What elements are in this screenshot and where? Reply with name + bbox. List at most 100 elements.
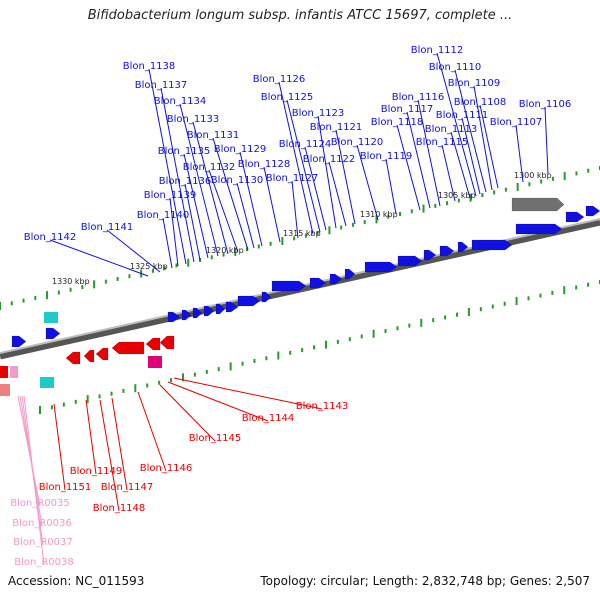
gene-label-upper: Blon_1141 — [81, 222, 134, 233]
lower-ruler-tick — [39, 406, 41, 414]
leader-line — [454, 69, 487, 193]
leader-line — [291, 180, 299, 239]
gene-label-lower: Blon_1146 — [140, 463, 193, 474]
scale-label: 1300 kbp — [514, 171, 552, 180]
lower-ruler-tick — [253, 358, 256, 363]
lower-ruler-tick — [408, 323, 411, 328]
gene-label-upper: Blon_1116 — [392, 92, 445, 103]
gene-label-upper: Blon_1119 — [360, 151, 413, 162]
leader-line — [99, 399, 120, 512]
gene-label-upper: Blon_1134 — [154, 96, 207, 107]
lower-ruler-tick — [372, 329, 375, 338]
reverse-gene-arrow — [145, 337, 161, 351]
upper-ruler-tick — [163, 266, 166, 271]
upper-ruler-tick — [351, 222, 354, 227]
upper-ruler-tick — [187, 258, 190, 267]
gene-label-upper: Blon_1128 — [238, 159, 291, 170]
leader-line — [137, 391, 167, 472]
upper-ruler-tick — [399, 212, 401, 216]
lower-ruler-tick — [456, 312, 459, 317]
leader-line — [417, 99, 441, 207]
gene-label-lower: Blon_1143 — [296, 401, 349, 412]
gene-label-upper: Blon_1138 — [123, 61, 176, 72]
upper-ruler-tick — [175, 263, 178, 268]
leader-line — [23, 395, 45, 566]
upper-ruler-tick — [116, 276, 119, 281]
leader-line — [328, 161, 347, 227]
lower-ruler-tick — [527, 296, 530, 301]
lower-ruler-tick — [587, 282, 590, 287]
gene-label-upper: Blon_1142 — [24, 232, 77, 243]
upper-ruler-tick — [516, 182, 519, 191]
accession-text: Accession: NC_011593 — [8, 574, 145, 588]
lower-ruler-tick — [62, 402, 65, 407]
trna-feature — [10, 366, 18, 378]
grey-feature — [511, 197, 565, 212]
lower-ruler-tick — [277, 351, 280, 360]
leader-line — [286, 99, 321, 233]
scale-label: 1320 kbp — [206, 246, 244, 255]
gene-label-upper: Blon_1137 — [135, 80, 188, 91]
lower-ruler-tick — [503, 301, 506, 306]
gene-label-upper: Blon_1108 — [454, 97, 507, 108]
leader-line — [441, 144, 456, 202]
cyan-feature — [40, 377, 54, 388]
scale-label: 1310 kbp — [360, 210, 398, 219]
lower-ruler-tick — [336, 339, 339, 344]
lower-ruler-tick — [217, 367, 220, 372]
forward-gene-arrow — [203, 305, 215, 317]
gene-label-upper: Blon_1117 — [381, 104, 434, 115]
leader-line — [479, 104, 499, 189]
upper-ruler-tick — [504, 187, 507, 192]
upper-ruler-tick — [481, 193, 484, 198]
upper-ruler-tick — [151, 268, 154, 273]
leader-line — [179, 103, 219, 257]
gene-label-upper: Blon_1122 — [303, 154, 356, 165]
forward-gene-arrow — [192, 307, 203, 319]
upper-ruler-tick — [104, 279, 107, 284]
upper-ruler-tick — [469, 193, 472, 202]
gene-label-upper: Blon_1121 — [310, 122, 363, 133]
lower-ruler-tick — [158, 380, 161, 385]
upper-ruler-tick — [246, 247, 249, 252]
upper-ruler-tick — [316, 230, 319, 235]
reverse-gene-arrow — [83, 349, 95, 363]
map-title: Bifidobacterium longum subsp. infantis A… — [87, 8, 513, 23]
gene-label-upper: Blon_1124 — [279, 139, 332, 150]
lower-ruler-tick — [50, 405, 53, 410]
leader-line — [263, 166, 281, 243]
gene-label-upper: Blon_1133 — [167, 114, 220, 125]
forward-gene-arrow — [167, 311, 181, 323]
leader-line — [278, 81, 314, 235]
leader-line — [111, 397, 128, 491]
gene-label-upper: Blon_1112 — [411, 45, 464, 56]
gene-label-lower: Blon_1151 — [39, 482, 92, 493]
gene-label-upper: Blon_1106 — [519, 99, 572, 110]
leader-line — [304, 146, 327, 231]
lower-ruler-tick — [289, 350, 292, 355]
gene-label-upper: Blon_1120 — [331, 137, 384, 148]
forward-gene-arrow — [215, 303, 226, 315]
lower-ruler-tick — [444, 315, 447, 320]
gene-label-upper: Blon_1135 — [158, 146, 211, 157]
forward-gene-arrow — [423, 249, 437, 261]
scale-label: 1325 kbp — [130, 262, 168, 271]
rna-label: Blon_R0036 — [12, 518, 72, 529]
leader-line — [184, 183, 201, 261]
upper-ruler-tick — [387, 214, 390, 219]
rna-label: Blon_R0038 — [14, 557, 74, 568]
forward-gene-arrow — [364, 261, 398, 273]
upper-ruler-tick — [328, 226, 331, 235]
upper-ruler-tick — [340, 225, 343, 230]
lower-ruler-tick — [348, 337, 351, 342]
leader-line — [544, 106, 549, 175]
upper-ruler-tick — [46, 291, 49, 300]
label-leaders — [17, 52, 549, 566]
upper-ruler-tick — [222, 252, 225, 257]
lower-ruler-tick — [324, 340, 327, 349]
lower-ruler-tick — [467, 307, 470, 316]
leader-line — [148, 68, 187, 265]
scale-label: 1330 kbp — [52, 277, 90, 286]
leader-line — [183, 153, 209, 259]
